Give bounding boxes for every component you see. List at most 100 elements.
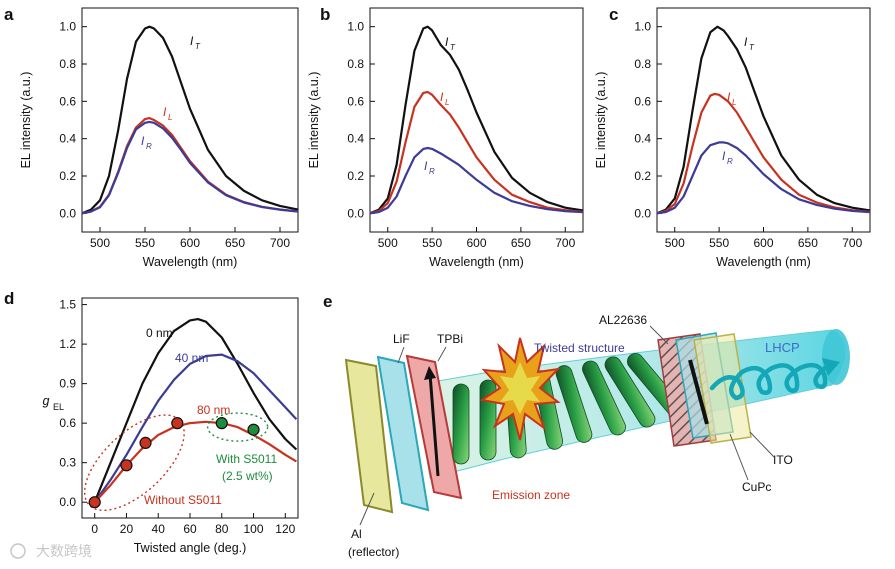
- x-tick-label: 60: [183, 522, 197, 536]
- y-tick-label: 1.0: [634, 20, 651, 34]
- series-label-sub: L: [168, 113, 172, 122]
- x-tick-label: 500: [665, 236, 685, 250]
- y-tick-label: 0.9: [59, 377, 76, 391]
- series-label: I: [727, 90, 731, 104]
- watermark: 大数跨境: [10, 543, 92, 559]
- x-tick-label: 550: [135, 236, 155, 250]
- y-tick-label: 0.2: [59, 169, 76, 183]
- x-tick-label: 650: [798, 236, 818, 250]
- series-line-IL: [369, 90, 584, 215]
- y-axis-label: EL intensity (a.u.): [19, 72, 33, 169]
- label-ito: ITO: [773, 453, 793, 467]
- series-line-IL: [81, 116, 299, 215]
- leader-al22636: [649, 325, 669, 345]
- y-tick-label: 1.2: [59, 337, 76, 351]
- x-tick-label: 600: [180, 236, 200, 250]
- y-tick-label: 0.8: [634, 57, 651, 71]
- x-tick-label: 0: [91, 522, 98, 536]
- y-tick-label: 0.2: [634, 169, 651, 183]
- y-tick-label: 1.5: [59, 298, 76, 312]
- label-al: Al: [351, 527, 362, 541]
- y-tick-label: 0.8: [59, 57, 76, 71]
- series-line-IL: [656, 92, 871, 215]
- label-lhcp: LHCP: [765, 340, 800, 355]
- lif-layer: [376, 355, 430, 512]
- device-diagram: LiF TPBi Twisted structure AL22636 LHCP …: [344, 313, 850, 559]
- data-marker: [171, 417, 184, 430]
- series-label-sub: L: [445, 98, 449, 107]
- annotation-without-s5011: Without S5011: [144, 493, 222, 507]
- series-label: I: [163, 105, 167, 119]
- x-tick-label: 700: [842, 236, 862, 250]
- y-tick-label: 1.0: [347, 20, 364, 34]
- lhcp-arrow-head: [822, 358, 840, 376]
- leader-lif: [397, 346, 405, 364]
- x-tick-label: 80: [215, 522, 229, 536]
- x-tick-label: 600: [466, 236, 486, 250]
- data-marker: [215, 417, 228, 430]
- series-label: I: [744, 35, 748, 49]
- leader-tpbi: [437, 346, 447, 362]
- y-axis-label: EL intensity (a.u.): [594, 72, 608, 169]
- al-reflector-layer: [344, 358, 394, 514]
- y-tick-label: 0.2: [347, 169, 364, 183]
- y-axis-label-sub: EL: [53, 402, 64, 412]
- tpbi-arrow: [428, 373, 440, 477]
- chart-panel-d: 0 20 40 60 80 100 120 0.0 0.3 0.6 0.9 1.2 1.5 Twisted…: [43, 297, 299, 555]
- liquid-crystal-rod: [555, 365, 593, 443]
- y-tick-label: 0.4: [59, 132, 76, 146]
- y-tick-label: 0.4: [347, 132, 364, 146]
- x-axis-label: Wavelength (nm): [429, 255, 524, 269]
- data-marker: [120, 459, 133, 472]
- lhcp-helix: [709, 362, 831, 401]
- series-line-IR: [81, 120, 299, 215]
- al22636-dark-bar: [688, 359, 709, 425]
- label-twisted-structure: Twisted structure: [534, 341, 625, 355]
- series-line-IT: [81, 25, 299, 215]
- leader-al: [359, 492, 375, 526]
- label-emission-zone: Emission zone: [492, 488, 570, 502]
- annotation-concentration: (2.5 wt%): [222, 469, 273, 483]
- series-label: I: [722, 149, 726, 163]
- y-tick-label: 0.4: [634, 132, 651, 146]
- panel-label-a: a: [4, 5, 14, 24]
- x-tick-label: 650: [511, 236, 531, 250]
- y-tick-label: 0.8: [347, 57, 364, 71]
- x-axis-label: Wavelength (nm): [143, 255, 238, 269]
- y-axis-label: g: [43, 394, 50, 408]
- x-axis-label: Twisted angle (deg.): [134, 541, 247, 555]
- y-tick-label: 0.6: [347, 94, 364, 108]
- data-marker: [139, 436, 152, 450]
- emission-zone-core: [500, 362, 540, 414]
- y-axis-label: EL intensity (a.u.): [307, 72, 321, 169]
- liquid-crystal-rod: [582, 360, 626, 436]
- series-label-80nm: 80 nm: [197, 403, 230, 417]
- series-label: I: [424, 159, 428, 173]
- ito-layer: [693, 333, 752, 444]
- series-label: I: [141, 134, 145, 148]
- watermark-logo-icon: [10, 543, 26, 559]
- plot-frame-c: [656, 7, 871, 233]
- plot-frame-b: [369, 7, 584, 233]
- series-line-40-nm: [93, 353, 298, 503]
- data-marker: [247, 423, 260, 436]
- series-label-sub: T: [195, 42, 201, 51]
- series-label: I: [440, 90, 444, 104]
- label-tpbi: TPBi: [437, 332, 463, 346]
- watermark-text: 大数跨境: [36, 543, 92, 559]
- data-marker: [88, 496, 101, 509]
- x-tick-label: 550: [422, 236, 442, 250]
- without-s5011-outline: [83, 414, 185, 512]
- x-tick-label: 40: [152, 522, 166, 536]
- series-label-sub: T: [450, 43, 456, 52]
- label-lif: LiF: [393, 332, 410, 346]
- y-tick-label: 0.6: [634, 94, 651, 108]
- y-tick-label: 1.0: [59, 20, 76, 34]
- liquid-crystal-rod: [452, 383, 470, 465]
- x-tick-label: 100: [244, 522, 264, 536]
- with-s5011-outline: [206, 412, 269, 442]
- panel-label-c: c: [609, 5, 618, 24]
- label-al22636: AL22636: [599, 313, 647, 327]
- plot-frame-d: [81, 297, 299, 519]
- chart-panel-c: 500 550 600 650 700 0.0 0.2 0.4 0.6 0.8 1.0 Wavelen…: [594, 7, 871, 269]
